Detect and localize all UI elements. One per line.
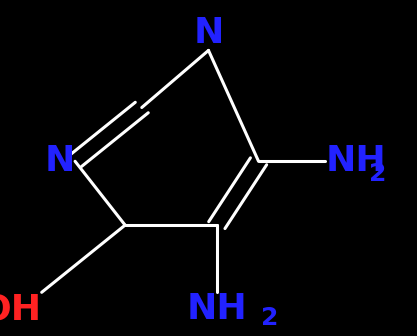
Text: NH: NH: [325, 144, 386, 178]
Text: 2: 2: [369, 162, 387, 186]
Text: N: N: [193, 16, 224, 50]
Text: N: N: [45, 144, 75, 178]
Text: NH: NH: [186, 292, 247, 326]
Text: 2: 2: [261, 306, 279, 330]
Text: OH: OH: [0, 292, 42, 326]
